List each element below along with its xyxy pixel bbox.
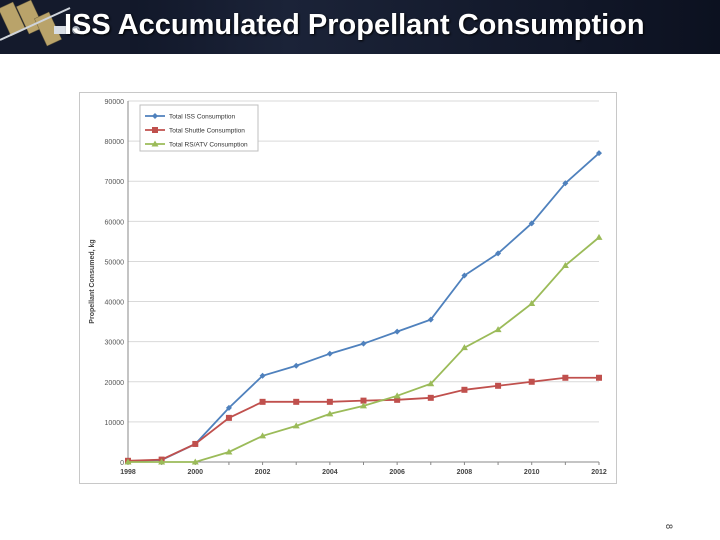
y-tick-label: 80000 xyxy=(105,139,125,146)
data-point xyxy=(495,382,502,389)
slide-title: ISS Accumulated Propellant Consumption xyxy=(64,9,645,41)
data-point xyxy=(427,394,434,401)
x-tick-label: 2002 xyxy=(255,469,271,476)
data-point xyxy=(360,402,367,409)
space-station-image xyxy=(0,0,130,54)
data-point xyxy=(494,326,502,333)
data-point xyxy=(562,374,569,381)
data-point xyxy=(561,261,569,268)
legend-marker xyxy=(151,140,159,147)
y-tick-label: 20000 xyxy=(105,380,125,387)
legend-label: Total Shuttle Consumption xyxy=(169,128,245,135)
data-point xyxy=(596,150,602,157)
data-point xyxy=(326,350,333,357)
propellant-line-chart: 0 10000 20000 30000 40000 50000 60000 70000 8000… xyxy=(89,99,607,476)
y-tick-label: 40000 xyxy=(105,300,125,307)
x-tick-label: 2000 xyxy=(187,469,203,476)
y-axis-label: Propellant Consumed, kg xyxy=(89,239,96,323)
data-point xyxy=(326,398,333,405)
data-point xyxy=(326,410,334,417)
y-tick-label: 90000 xyxy=(105,99,125,106)
data-point xyxy=(293,398,300,405)
data-point xyxy=(259,398,266,405)
data-point xyxy=(192,440,199,447)
title-banner: ISS Accumulated Propellant Consumption xyxy=(0,0,720,54)
data-point xyxy=(191,458,199,465)
y-tick-label: 50000 xyxy=(105,259,125,266)
series-line-2 xyxy=(127,376,599,462)
data-point xyxy=(124,458,132,465)
data-point xyxy=(427,316,434,323)
data-point xyxy=(596,374,602,381)
data-point xyxy=(595,233,603,240)
data-point xyxy=(259,372,266,379)
data-point xyxy=(528,300,536,307)
x-tick-label: 2008 xyxy=(457,469,473,476)
x-tick-label: 2004 xyxy=(322,469,338,476)
data-point xyxy=(360,397,367,404)
x-tick-label: 2010 xyxy=(524,469,540,476)
data-point xyxy=(528,220,535,227)
data-point xyxy=(360,340,367,347)
page-number: 8 xyxy=(664,524,674,530)
y-tick-label: 30000 xyxy=(105,340,125,347)
x-tick-label: 1998 xyxy=(120,469,136,476)
data-point xyxy=(393,392,401,399)
data-point xyxy=(394,328,401,335)
y-tick-label: 0 xyxy=(120,460,124,467)
data-point xyxy=(528,378,535,385)
y-tick-label: 60000 xyxy=(105,219,125,226)
x-tick-label: 2012 xyxy=(591,469,607,476)
data-point xyxy=(461,272,468,279)
data-point xyxy=(225,404,232,411)
legend-marker xyxy=(152,127,158,133)
data-point xyxy=(158,458,166,465)
data-point xyxy=(562,180,569,187)
legend-label: Total ISS Consumption xyxy=(169,114,236,121)
data-point xyxy=(292,422,300,429)
data-point xyxy=(460,344,468,351)
data-point xyxy=(461,386,468,393)
x-tick-label: 2006 xyxy=(389,469,405,476)
data-point xyxy=(293,362,300,369)
chart-frame: 0 10000 20000 30000 40000 50000 60000 70000 8000… xyxy=(79,92,617,484)
data-point xyxy=(495,250,502,257)
legend-label: Total RS/ATV Consumption xyxy=(169,142,248,149)
data-point xyxy=(225,414,232,421)
series-line-3 xyxy=(128,236,600,463)
data-point xyxy=(427,380,435,387)
data-point xyxy=(394,396,401,403)
data-point xyxy=(225,448,233,455)
data-point xyxy=(259,432,267,439)
y-tick-label: 70000 xyxy=(105,179,125,186)
y-tick-label: 10000 xyxy=(105,420,125,427)
legend-marker xyxy=(152,113,158,119)
